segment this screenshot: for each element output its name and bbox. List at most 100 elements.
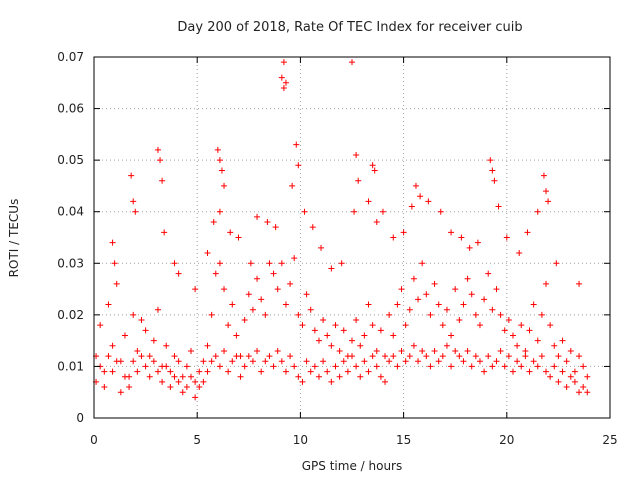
data-point <box>412 182 419 189</box>
data-point <box>299 322 306 329</box>
data-point <box>382 353 389 360</box>
data-point <box>497 311 504 318</box>
data-point <box>266 353 273 360</box>
data-point <box>254 213 261 220</box>
data-point <box>293 141 300 148</box>
data-point <box>138 353 145 360</box>
data-point <box>289 182 296 189</box>
data-point <box>423 353 430 360</box>
data-point <box>538 311 545 318</box>
data-point <box>361 332 368 339</box>
data-point <box>355 177 362 184</box>
data-point <box>406 353 413 360</box>
data-point <box>398 347 405 354</box>
data-point <box>400 229 407 236</box>
data-point <box>157 157 164 164</box>
x-tick-label: 25 <box>602 433 617 447</box>
data-point <box>567 347 574 354</box>
data-point <box>382 378 389 385</box>
data-point <box>134 347 141 354</box>
data-point <box>456 317 463 324</box>
data-point <box>497 347 504 354</box>
data-point <box>501 363 508 370</box>
data-points <box>93 59 591 401</box>
y-tick-label: 0.03 <box>57 256 84 270</box>
data-point <box>266 260 273 267</box>
data-point <box>221 286 228 293</box>
data-point <box>146 353 153 360</box>
data-point <box>534 337 541 344</box>
data-point <box>464 275 471 282</box>
x-tick-label: 0 <box>90 433 98 447</box>
data-point <box>233 353 240 360</box>
data-point <box>291 363 298 370</box>
data-point <box>216 208 223 215</box>
data-point <box>179 389 186 396</box>
data-point <box>476 322 483 329</box>
data-point <box>353 151 360 158</box>
data-point <box>214 146 221 153</box>
data-point <box>584 373 591 380</box>
data-point <box>394 363 401 370</box>
data-point <box>161 229 168 236</box>
data-point <box>419 347 426 354</box>
data-point <box>328 265 335 272</box>
data-point <box>505 353 512 360</box>
data-point <box>142 363 149 370</box>
data-point <box>291 255 298 262</box>
data-point <box>216 260 223 267</box>
y-tick-label: 0.02 <box>57 308 84 322</box>
data-point <box>472 353 479 360</box>
data-point <box>221 347 228 354</box>
data-point <box>580 363 587 370</box>
x-tick-label: 15 <box>396 433 411 447</box>
data-point <box>349 337 355 344</box>
data-point <box>390 234 397 241</box>
data-point <box>493 358 500 365</box>
data-point <box>142 327 149 334</box>
data-point <box>468 291 475 298</box>
data-point <box>216 157 223 164</box>
data-point <box>264 219 271 226</box>
data-point <box>280 59 287 66</box>
data-point <box>109 368 116 375</box>
data-point <box>336 373 343 380</box>
data-point <box>235 234 242 241</box>
y-tick-label: 0 <box>76 411 84 425</box>
data-point <box>105 301 112 308</box>
data-point <box>225 322 232 329</box>
data-point <box>171 260 178 267</box>
data-point <box>485 353 492 360</box>
data-point <box>452 347 459 354</box>
data-point <box>551 342 558 349</box>
data-point <box>318 244 325 251</box>
data-point <box>419 260 426 267</box>
data-point <box>448 332 455 339</box>
data-point <box>338 260 345 267</box>
x-tick-label: 5 <box>193 433 201 447</box>
data-point <box>460 301 467 308</box>
data-point <box>175 358 182 365</box>
data-point <box>543 368 550 375</box>
data-point <box>495 203 502 210</box>
data-point <box>390 332 397 339</box>
data-point <box>188 347 195 354</box>
data-point <box>415 296 422 303</box>
data-point <box>417 193 424 200</box>
data-point <box>282 79 289 86</box>
data-point <box>439 322 446 329</box>
data-point <box>175 270 182 277</box>
data-point <box>493 286 500 293</box>
data-point <box>365 198 372 205</box>
data-point <box>505 317 512 324</box>
data-point <box>402 358 409 365</box>
data-point <box>249 306 256 313</box>
data-point <box>150 358 157 365</box>
data-point <box>303 358 310 365</box>
data-point <box>328 378 335 385</box>
data-point <box>192 394 199 401</box>
data-point <box>274 286 281 293</box>
data-point <box>311 327 318 334</box>
y-tick-label: 0.07 <box>57 50 84 64</box>
